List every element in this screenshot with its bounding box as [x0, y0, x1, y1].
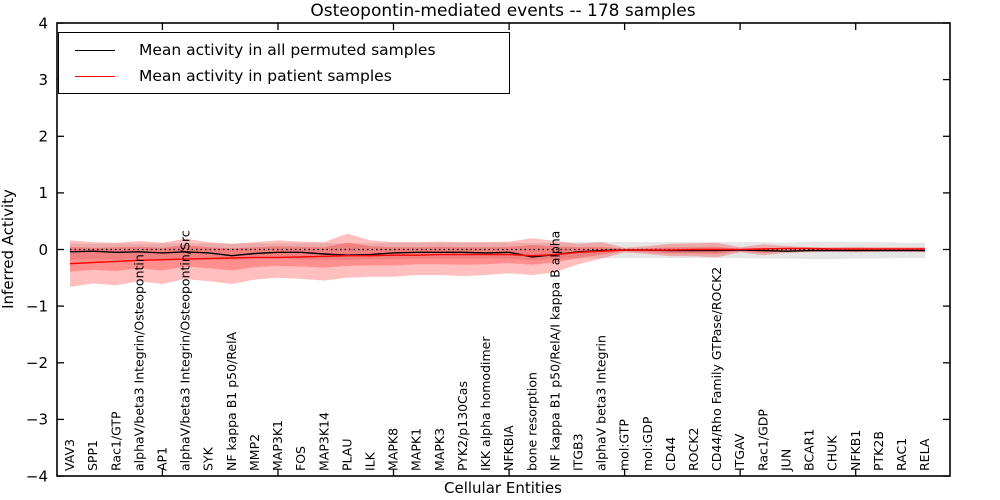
- legend-item-patient: Mean activity in patient samples: [75, 67, 509, 85]
- entity-label: SYK: [201, 446, 216, 471]
- y-tick-label: −3: [26, 411, 48, 429]
- entity-label: ITGB3: [571, 433, 586, 471]
- y-tick-label: −1: [26, 297, 48, 315]
- patient-range-outer-band: [70, 233, 925, 287]
- legend-line-swatch-black: [75, 49, 115, 51]
- plot-area: 4 3 2 1 0 −1 −2 −3 −4 VAV3 SPP1 Rac1/GTP alphaV/beta…: [26, 14, 951, 485]
- entity-label: CHUK: [825, 435, 840, 471]
- entity-label: bone resorption: [524, 372, 539, 471]
- permuted-mean-line: [69, 249, 925, 258]
- entity-label: MAPK3: [432, 428, 447, 471]
- entity-label: FOS: [293, 446, 308, 471]
- entity-label: VAV3: [62, 439, 77, 471]
- y-tick-label: 3: [38, 71, 48, 89]
- chart-title: Osteopontin-mediated events -- 178 sampl…: [310, 1, 695, 21]
- entity-label: CD44: [663, 437, 678, 471]
- entity-label: NFKBIA: [501, 425, 516, 471]
- entity-label: MAP3K14: [316, 412, 331, 471]
- y-tick-label: 4: [38, 14, 48, 32]
- entity-label: MMP2: [247, 434, 262, 471]
- entity-label: alphaV/beta3 Integrin/Osteopontin: [131, 254, 146, 471]
- legend: Mean activity in all permuted samples Me…: [58, 32, 510, 94]
- entity-label: mol:GDP: [640, 416, 655, 471]
- y-tick-label: −2: [26, 354, 48, 372]
- entity-label: MAP3K1: [270, 420, 285, 471]
- entity-label: IKK alpha homodimer: [478, 336, 493, 471]
- entity-label: NF kappa B1 p50/RelA/I kappa B alpha: [547, 231, 562, 471]
- entity-label: BCAR1: [802, 429, 817, 471]
- entity-label: CD44/Rho Family GTPase/ROCK2: [709, 267, 724, 471]
- x-axis-title: Cellular Entities: [444, 479, 562, 497]
- entity-label: PYK2/p130Cas: [455, 381, 470, 471]
- y-tick-label: −4: [26, 467, 48, 485]
- legend-label-permuted: Mean activity in all permuted samples: [139, 41, 436, 59]
- y-axis-title: Inferred Activity: [0, 189, 17, 309]
- entity-label: ILK: [363, 451, 378, 471]
- entity-label: SPP1: [85, 440, 100, 471]
- entity-label: Rac1/GDP: [755, 409, 770, 471]
- entity-label: RELA: [917, 438, 932, 471]
- entity-label: MAPK8: [386, 428, 401, 471]
- y-tick-label: 2: [38, 128, 48, 146]
- legend-item-permuted: Mean activity in all permuted samples: [75, 41, 509, 59]
- entity-label: RAC1: [894, 438, 909, 471]
- entity-label: NF kappa B1 p50/RelA: [224, 331, 239, 471]
- permuted-range-band: [70, 241, 925, 261]
- entity-label: AP1: [155, 447, 170, 471]
- entity-label: ROCK2: [686, 428, 701, 471]
- entity-label: PLAU: [339, 439, 354, 472]
- legend-line-swatch-red: [75, 75, 115, 77]
- entity-label: NFKB1: [848, 430, 863, 471]
- legend-label-patient: Mean activity in patient samples: [139, 67, 392, 85]
- entity-label: ITGAV: [732, 433, 747, 471]
- entity-label: PTK2B: [871, 431, 886, 471]
- entity-label: mol:GTP: [617, 419, 632, 471]
- entity-label: JUN: [779, 449, 794, 472]
- y-tick-label: 0: [38, 241, 48, 259]
- y-tick-label: 1: [38, 184, 48, 202]
- entity-label: alphaV/beta3 Integrin/Osteopontin/Src: [178, 230, 193, 471]
- entity-label: Rac1/GTP: [108, 411, 123, 471]
- entity-label: alphaV beta3 Integrin: [594, 335, 609, 471]
- entity-label: MAPK1: [409, 428, 424, 471]
- patient-mean-line: [69, 247, 925, 265]
